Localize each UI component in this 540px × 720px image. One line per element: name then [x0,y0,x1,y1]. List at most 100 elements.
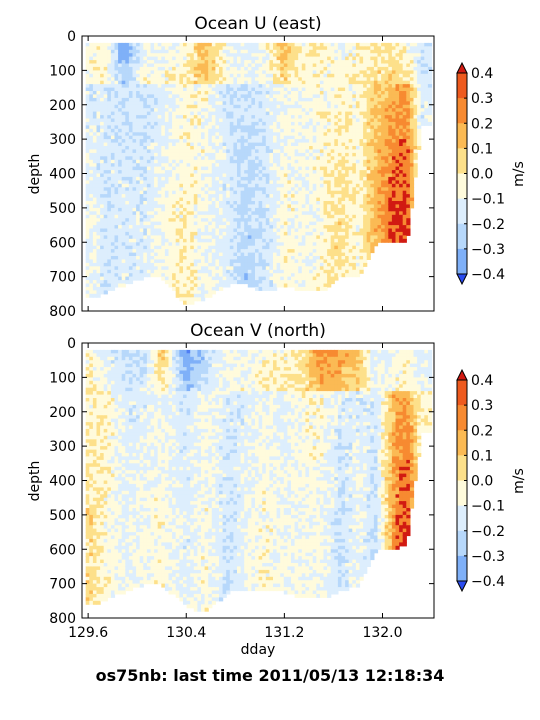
field-cell [283,231,288,236]
field-cell [89,214,94,219]
field-cell [247,159,252,164]
field-cell [273,125,278,130]
field-cell [89,286,94,291]
field-cell [226,115,231,120]
field-cell [262,53,267,58]
field-cell [118,276,123,281]
field-cell [273,121,278,126]
field-cell [154,132,159,137]
field-cell [226,56,231,61]
field-cell [269,108,274,113]
field-cell [190,252,195,257]
field-cell [172,70,177,75]
field-cell [139,104,144,109]
field-cell [143,211,148,216]
field-cell [233,163,238,168]
field-cell [121,80,126,85]
field-cell [305,87,310,92]
field-cell [204,170,209,175]
field-cell [262,276,267,281]
field-cell [208,218,213,223]
field-cell [219,204,224,209]
field-cell [301,183,306,188]
field-cell [118,146,123,150]
field-cell [229,87,234,92]
field-cell [161,166,166,171]
field-cell [103,121,108,126]
field-cell [298,259,303,264]
field-cell [319,149,325,154]
field-cell [204,111,209,116]
field-cell [114,77,119,82]
field-cell [327,159,332,164]
field-cell [157,121,162,126]
field-cell [193,204,198,209]
field-cell [305,152,310,157]
field-cell [164,173,170,178]
field-cell [219,159,224,164]
field-cell [269,42,274,47]
field-cell [193,293,198,298]
field-cell [215,170,220,175]
field-cell [222,262,227,267]
field-cell [164,142,170,147]
field-cell [244,63,249,68]
field-cell [114,121,119,126]
field-cell [168,53,173,58]
field-cell [211,101,216,106]
field-cell [301,60,306,65]
field-cell [298,269,303,274]
field-cell [154,84,159,89]
field-cell [323,259,328,264]
field-cell [197,118,202,123]
field-cell [309,60,314,65]
field-cell [327,97,332,102]
field-cell [294,276,299,281]
field-cell [154,63,159,68]
field-cell [305,194,310,199]
field-cell [334,97,339,102]
field-cell [283,42,288,47]
field-cell [136,146,141,150]
field-cell [309,283,314,288]
field-cell [186,266,191,271]
field-cell [125,269,130,274]
field-cell [193,214,198,219]
field-cell [172,259,177,264]
field-cell [146,225,152,230]
field-cell [291,146,296,150]
field-cell [283,97,288,102]
field-cell [309,139,314,144]
field-cell [312,211,317,216]
field-cell [103,49,108,54]
field-cell [258,46,263,51]
field-cell [258,211,263,216]
field-cell [175,111,180,116]
field-cell [312,121,317,126]
field-cell [269,266,274,271]
field-cell [330,218,335,223]
field-cell [183,53,188,58]
field-cell [226,63,231,68]
field-cell [186,225,191,230]
field-cell [330,228,335,233]
field-cell [201,170,206,175]
field-cell [128,214,134,219]
field-cell [100,242,105,247]
field-cell [179,259,184,264]
field-cell [175,214,180,219]
field-cell [312,173,317,178]
field-cell [132,269,137,274]
field-cell [294,286,299,291]
field-cell [136,173,141,178]
field-cell [100,166,105,171]
field-cell [316,256,321,260]
field-cell [294,180,299,185]
field-cell [219,183,224,188]
field-cell [226,152,231,157]
field-cell [301,214,306,219]
field-cell [280,139,285,144]
field-cell [211,280,216,285]
field-cell [247,256,252,260]
field-cell [258,159,263,164]
